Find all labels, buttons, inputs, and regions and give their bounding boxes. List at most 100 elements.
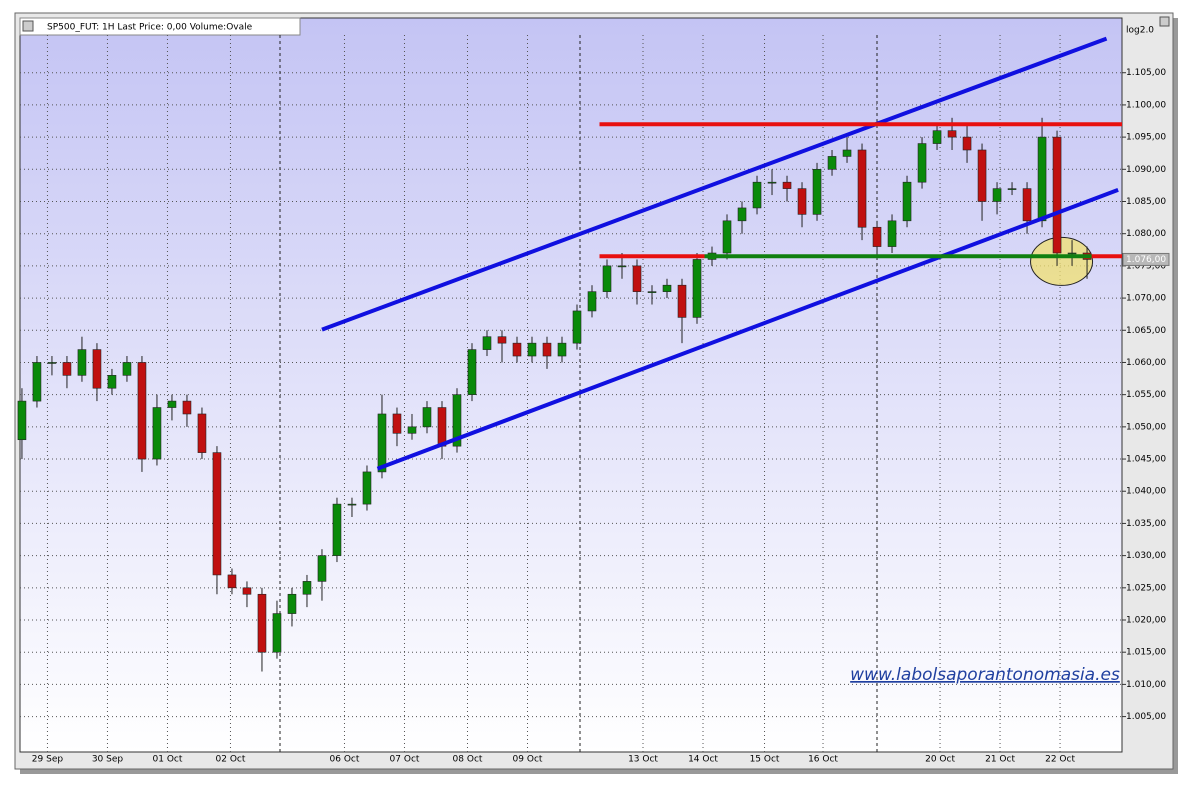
candle-body	[497, 336, 507, 344]
y-tick-label: 1.055,00	[1126, 390, 1166, 400]
candle-body	[572, 310, 582, 344]
candle-body	[182, 400, 192, 415]
candle-body	[962, 136, 972, 151]
candle-body	[542, 342, 552, 357]
x-tick-label: 15 Oct	[750, 755, 780, 765]
candle-body	[452, 394, 462, 447]
candle-body	[1022, 188, 1032, 222]
scale-label: log2.0	[1126, 26, 1154, 36]
y-tick-label: 1.050,00	[1126, 422, 1166, 432]
y-tick-label: 1.060,00	[1126, 358, 1166, 368]
x-tick-label: 02 Oct	[216, 755, 246, 765]
candle-body	[812, 169, 822, 215]
candle-body	[587, 291, 597, 312]
candle-body	[872, 226, 882, 247]
y-tick-label: 1.100,00	[1126, 100, 1166, 110]
candle-body	[47, 362, 57, 364]
candle-body	[782, 181, 792, 189]
y-tick-label: 1.040,00	[1126, 487, 1166, 497]
chart-title: SP500_FUT: 1H Last Price: 0,00 Volume:Ov…	[47, 23, 253, 33]
candle-body	[317, 555, 327, 582]
y-tick-label: 1.015,00	[1126, 648, 1166, 658]
candle-body	[722, 220, 732, 254]
candle-body	[557, 342, 567, 357]
candle-body	[197, 413, 207, 453]
candle-body	[257, 593, 267, 653]
candle-body	[287, 593, 297, 614]
candle-body	[947, 130, 957, 138]
trendline	[321, 36, 1108, 332]
candle-body	[767, 181, 777, 184]
x-tick-label: 21 Oct	[985, 755, 1015, 765]
y-tick-label: 1.090,00	[1126, 165, 1166, 175]
candle-body	[17, 400, 27, 441]
y-tick-label: 1.085,00	[1126, 197, 1166, 207]
y-tick-label: 1.105,00	[1126, 68, 1166, 78]
y-tick-label: 1.010,00	[1126, 680, 1166, 690]
candle-body	[662, 284, 672, 292]
candle-body	[617, 265, 627, 268]
candle-body	[332, 503, 342, 556]
candle-body	[137, 362, 147, 460]
candle-body	[92, 349, 102, 389]
x-tick-label: 08 Oct	[453, 755, 483, 765]
y-tick-label: 1.095,00	[1126, 133, 1166, 143]
candle-body	[977, 149, 987, 202]
y-tick-label: 1.070,00	[1126, 294, 1166, 304]
candle-body	[437, 407, 447, 447]
candle-body	[167, 400, 177, 408]
x-tick-label: 20 Oct	[925, 755, 955, 765]
x-tick-label: 07 Oct	[390, 755, 420, 765]
candle-body	[992, 188, 1002, 202]
candle-body	[227, 574, 237, 589]
candle-body	[272, 613, 282, 653]
candle-body	[152, 407, 162, 460]
candle-body	[1067, 252, 1077, 255]
close-icon[interactable]	[1159, 16, 1170, 27]
y-tick-label: 1.025,00	[1126, 583, 1166, 593]
candle-body	[887, 220, 897, 247]
candle-body	[1037, 136, 1047, 222]
candle-body	[407, 426, 417, 434]
last-price-label: 1.076,00	[1126, 255, 1166, 265]
x-tick-label: 14 Oct	[688, 755, 718, 765]
candle-body	[602, 265, 612, 292]
x-tick-label: 22 Oct	[1045, 755, 1075, 765]
candle-body	[467, 349, 477, 395]
candle-body	[422, 407, 432, 428]
trendline	[376, 188, 1119, 471]
last-price-box	[1122, 252, 1170, 266]
y-tick-label: 1.020,00	[1126, 616, 1166, 626]
candle-body	[482, 336, 492, 350]
candle-body	[632, 265, 642, 292]
candle-body	[107, 375, 117, 389]
x-tick-label: 13 Oct	[628, 755, 658, 765]
candle-body	[512, 342, 522, 357]
x-tick-label: 01 Oct	[153, 755, 183, 765]
x-tick-label: 29 Sep	[32, 755, 64, 765]
window-icon	[22, 20, 34, 32]
x-tick-label: 09 Oct	[513, 755, 543, 765]
x-tick-label: 06 Oct	[330, 755, 360, 765]
candle-body	[842, 149, 852, 157]
plot-area	[19, 17, 1123, 753]
candle-body	[692, 259, 702, 318]
candle-body	[302, 581, 312, 595]
y-tick-label: 1.065,00	[1126, 326, 1166, 336]
candle-body	[122, 362, 132, 376]
candle-body	[932, 130, 942, 144]
candle-body	[797, 188, 807, 215]
candle-body	[917, 143, 927, 183]
title-bar	[19, 17, 301, 36]
watermark: www.labolsaporantonomasia.es	[850, 665, 1120, 685]
y-tick-label: 1.045,00	[1126, 455, 1166, 465]
candle-body	[1007, 188, 1017, 190]
candle-body	[857, 149, 867, 228]
candle-body	[647, 291, 657, 293]
highlight-ellipse	[1030, 236, 1094, 286]
y-tick-label: 1.005,00	[1126, 712, 1166, 722]
candle-body	[1052, 136, 1062, 254]
x-tick-label: 30 Sep	[92, 755, 124, 765]
candle-body	[377, 413, 387, 473]
y-tick-label: 1.075,00	[1126, 261, 1166, 271]
